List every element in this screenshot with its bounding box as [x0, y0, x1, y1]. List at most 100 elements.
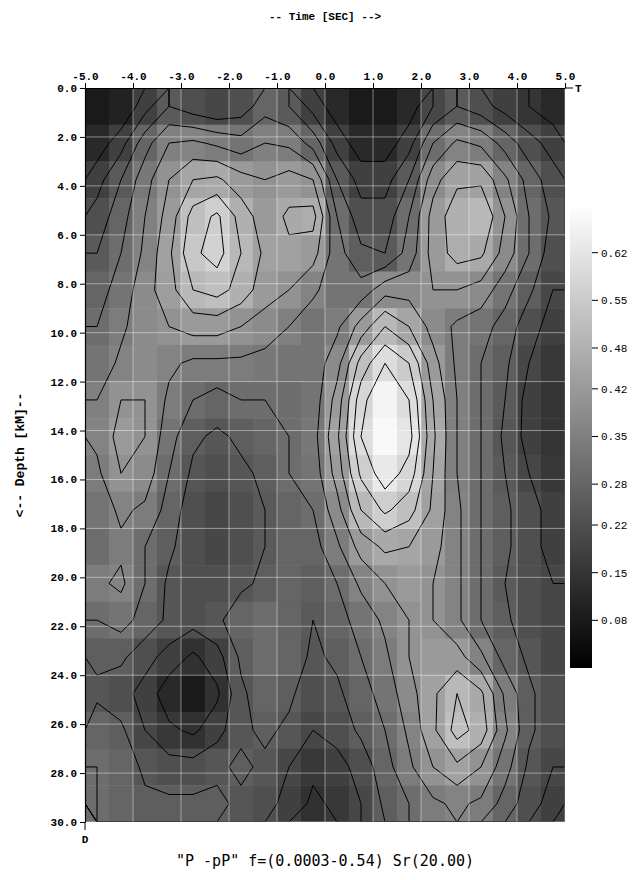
heat-cell — [133, 88, 158, 125]
heat-cell — [493, 345, 518, 382]
heat-cell — [85, 565, 110, 602]
tick: 30.0 — [51, 817, 85, 829]
heat-cell — [181, 675, 206, 712]
grid-line — [85, 283, 565, 284]
heat-cell — [181, 492, 206, 529]
grid-line — [181, 88, 182, 822]
heat-cell — [349, 161, 374, 198]
heat-cell — [205, 492, 230, 529]
colorbar-label: 0.48 — [601, 343, 627, 355]
tick: -2.0 — [216, 71, 242, 88]
grid-line — [85, 234, 565, 235]
heat-cell — [373, 528, 398, 565]
heat-cell — [325, 125, 350, 162]
heat-cell — [205, 308, 230, 345]
heat-cell — [517, 125, 542, 162]
colorbar-tick — [592, 525, 598, 526]
tick-mark — [421, 83, 422, 88]
tick-label: 3.0 — [460, 71, 480, 83]
heat-cell — [85, 88, 110, 125]
heat-cell — [181, 749, 206, 786]
plot-area — [85, 88, 565, 822]
grid-line — [565, 88, 566, 822]
heat-cell — [157, 749, 182, 786]
colorbar-label: 0.08 — [601, 615, 627, 627]
grid-line — [85, 773, 565, 774]
grid-line — [85, 577, 565, 578]
heat-cell — [277, 161, 302, 198]
heat-cell — [349, 382, 374, 419]
heat-cell — [325, 675, 350, 712]
grid-line — [85, 675, 565, 676]
heat-cell — [493, 602, 518, 639]
heat-cell — [205, 602, 230, 639]
heat-cell — [397, 675, 422, 712]
axis-end-label: T — [575, 83, 582, 95]
heat-cell — [421, 345, 446, 382]
heat-cell — [325, 639, 350, 676]
heat-cell — [85, 492, 110, 529]
contour-line — [85, 88, 549, 822]
tick-mark — [80, 577, 85, 578]
heat-cell — [229, 602, 254, 639]
heat-cell — [109, 308, 134, 345]
heat-cell — [85, 198, 110, 235]
heat-cell — [277, 712, 302, 749]
heat-cell — [109, 88, 134, 125]
heat-cell — [301, 528, 326, 565]
heat-cell — [445, 308, 470, 345]
tick-label: 5.0 — [556, 71, 576, 83]
tick-label: -2.0 — [216, 71, 242, 83]
heat-cell — [517, 712, 542, 749]
heat-cell — [541, 712, 565, 749]
grid-line — [133, 88, 134, 822]
heat-cell — [109, 565, 134, 602]
heat-cell — [157, 565, 182, 602]
heat-cell — [373, 602, 398, 639]
tick-label: -3.0 — [168, 71, 194, 83]
heat-cell — [421, 528, 446, 565]
heat-cell — [541, 382, 565, 419]
heat-cell — [133, 235, 158, 272]
heat-cell — [373, 88, 398, 125]
heat-cell — [469, 308, 494, 345]
tick-label: 8.0 — [57, 279, 77, 291]
tick-mark — [85, 83, 86, 88]
tick-label: 2.0 — [412, 71, 432, 83]
tick-mark — [80, 528, 85, 529]
heat-cell — [397, 272, 422, 309]
heat-cell — [229, 712, 254, 749]
tick-label: 14.0 — [51, 426, 77, 438]
heat-cell — [253, 675, 278, 712]
heat-cell — [349, 528, 374, 565]
tick: 1.0 — [364, 71, 384, 88]
heat-cell — [541, 88, 565, 125]
heat-cell — [493, 272, 518, 309]
heat-cell — [205, 785, 230, 822]
heat-cell — [301, 345, 326, 382]
colorbar-tick — [592, 436, 598, 437]
grid-line — [85, 381, 565, 382]
grid-line — [325, 88, 326, 822]
heat-cell — [181, 345, 206, 382]
grid-line — [85, 136, 565, 137]
heat-cell — [85, 161, 110, 198]
heat-cell — [325, 235, 350, 272]
grid-line — [85, 479, 565, 480]
heat-cell — [493, 161, 518, 198]
heat-cell — [229, 675, 254, 712]
heat-cell — [541, 455, 565, 492]
heat-cell — [373, 492, 398, 529]
heat-cell — [349, 198, 374, 235]
grid-line — [85, 332, 565, 333]
heat-cell — [157, 235, 182, 272]
heat-cell — [277, 639, 302, 676]
heat-cell — [517, 749, 542, 786]
tick-label: 28.0 — [51, 768, 77, 780]
tick-mark — [80, 88, 85, 89]
heat-cell — [445, 345, 470, 382]
heat-cell — [253, 418, 278, 455]
heat-cell — [109, 749, 134, 786]
contour-line — [85, 140, 517, 822]
heat-cell — [109, 675, 134, 712]
